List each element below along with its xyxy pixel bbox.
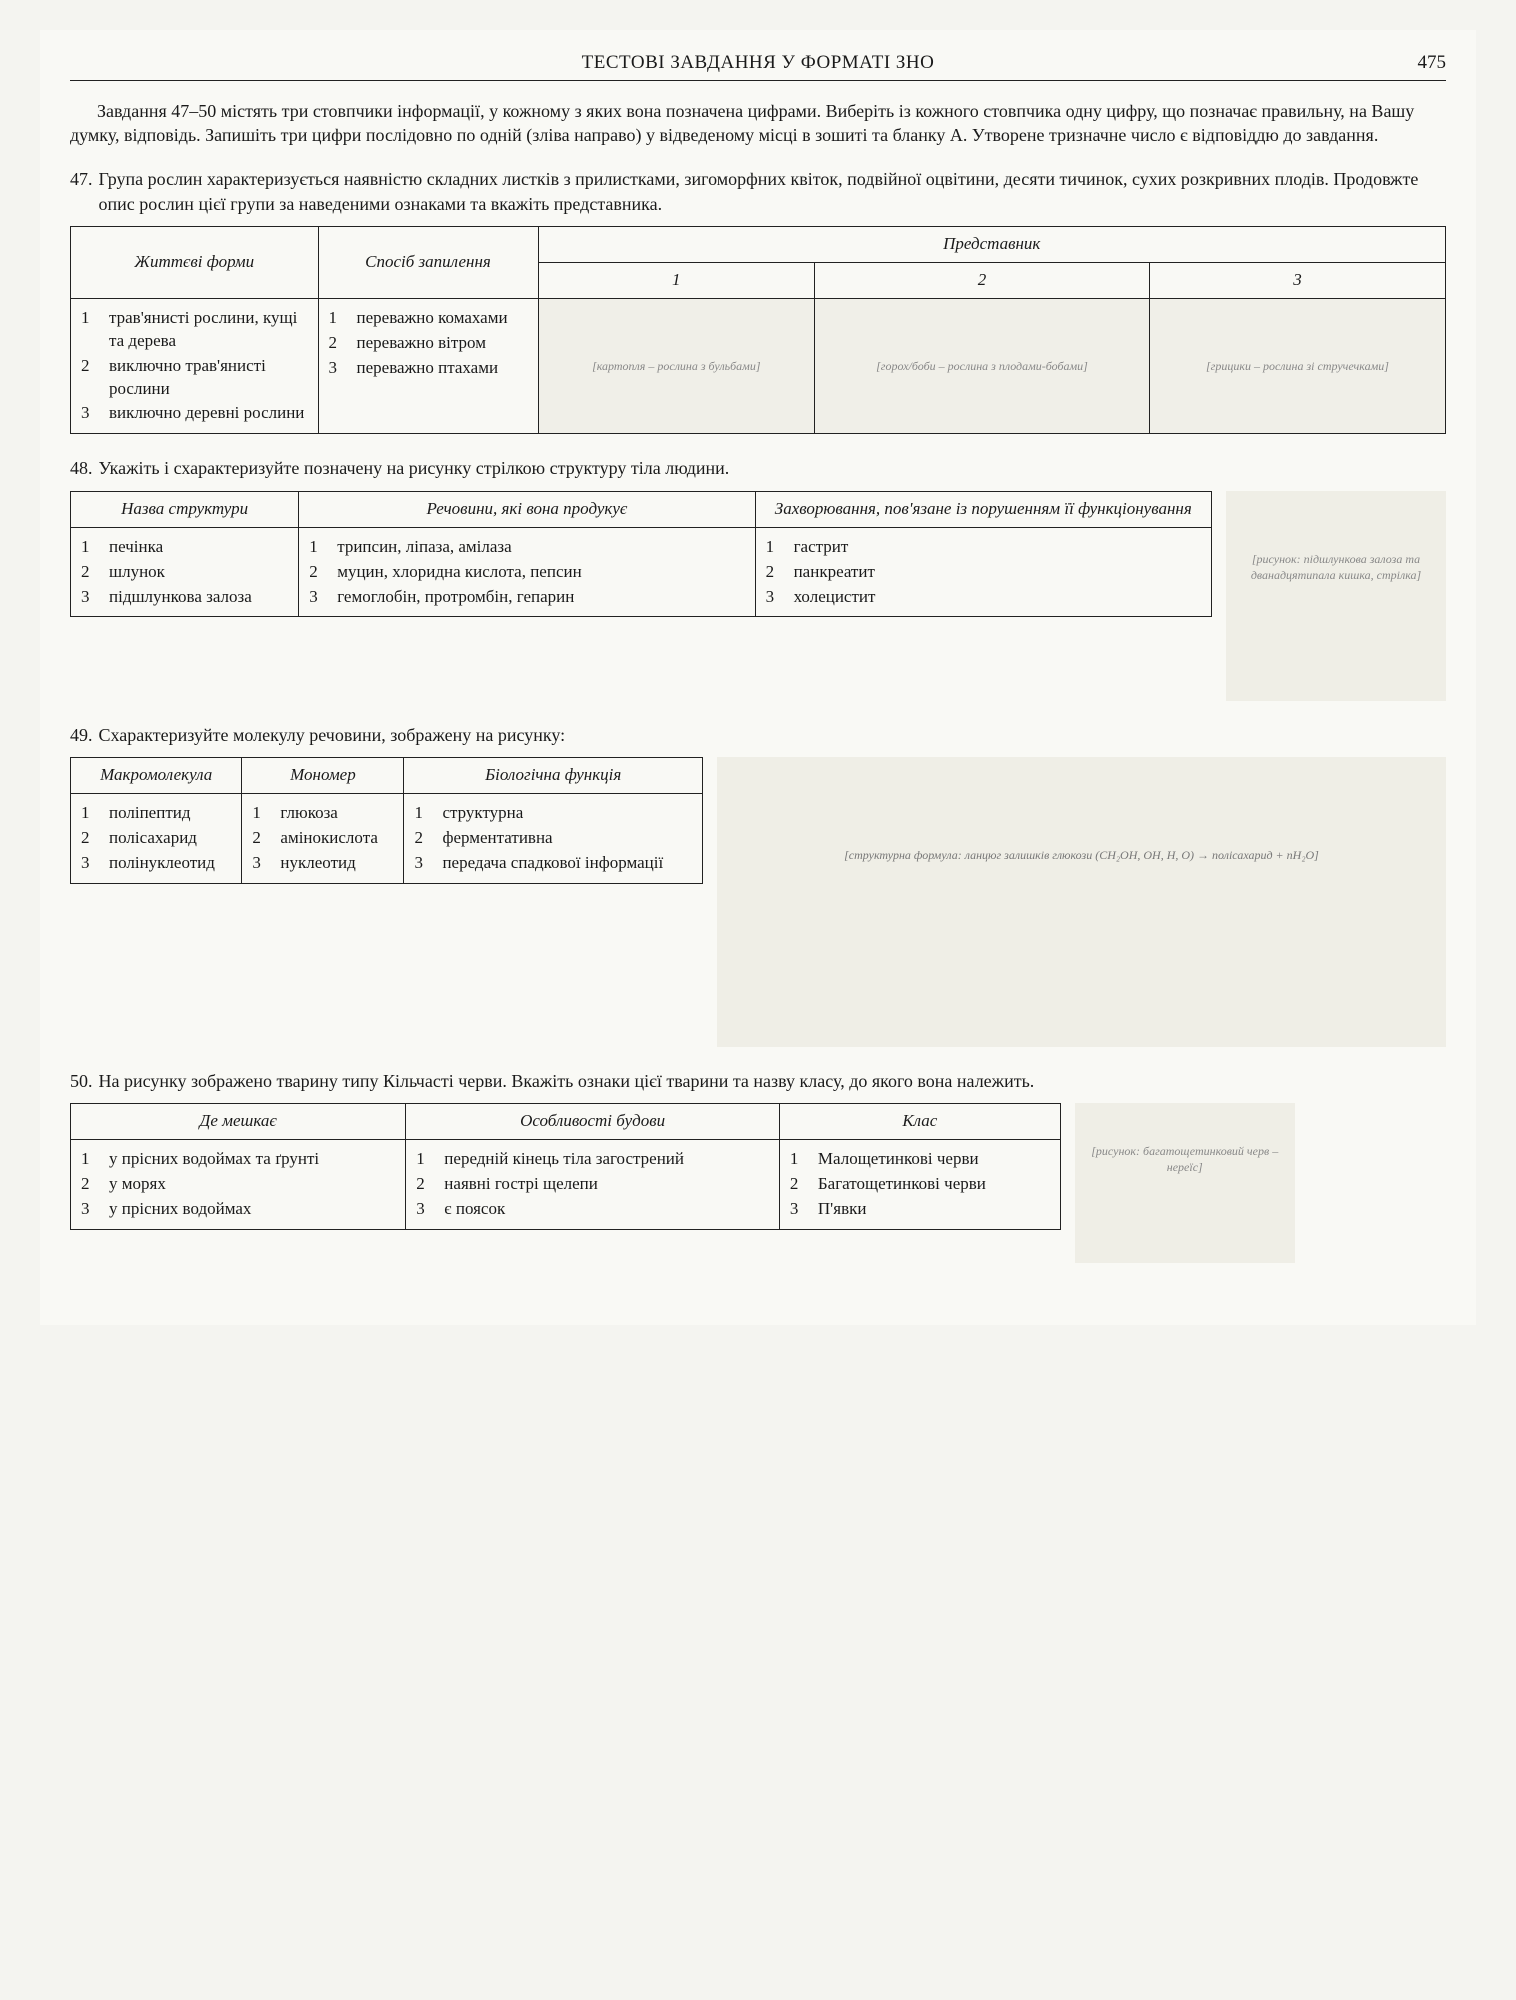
t48-c1-1: печінка — [109, 536, 163, 559]
t47-col3-header: Представник — [538, 226, 1446, 262]
t49-c1-1: поліпептид — [109, 802, 191, 825]
t50-c2-1: передній кінець тіла загострений — [444, 1148, 684, 1171]
t50-c3-1: Малощетинкові черви — [818, 1148, 979, 1171]
t48-col1-header: Назва структури — [71, 491, 299, 527]
t47-img-1: [картопля – рослина з бульбами] — [538, 298, 815, 434]
t47-col1-options: 1трав'янисті рослини, кущі та дерева 2ви… — [71, 298, 319, 434]
task-49-body: Схарактеризуйте молекулу речовини, зобра… — [99, 723, 1447, 747]
t48-c2-1: трипсин, ліпаза, амілаза — [337, 536, 512, 559]
plant-image-1: [картопля – рослина з бульбами] — [584, 328, 768, 404]
t48-c3-2: панкреатит — [794, 561, 875, 584]
t48-col2-header: Речовини, які вона продукує — [299, 491, 755, 527]
t48-anatomy-image: [рисунок: підшлункова залоза та дванадця… — [1226, 491, 1446, 701]
t50-worm-image: [рисунок: багатощетинковий черв – нереїс… — [1075, 1103, 1295, 1263]
t47-c2-3: переважно птахами — [357, 357, 499, 380]
t47-c1-1: трав'янисті рослини, кущі та дерева — [109, 307, 308, 353]
task-47-table: Життєві форми Спосіб запилення Представн… — [70, 226, 1446, 435]
t50-col2-options: 1передній кінець тіла загострений 2наявн… — [406, 1140, 780, 1230]
t48-c1-3: підшлункова залоза — [109, 586, 252, 609]
t48-c2-3: гемоглобін, протромбін, гепарин — [337, 586, 574, 609]
t47-c1-2: виключно трав'янисті рослини — [109, 355, 308, 401]
t47-col2-header: Спосіб запилення — [318, 226, 538, 298]
t50-c3-2: Багатощетинкові черви — [818, 1173, 986, 1196]
page-number: 475 — [1386, 50, 1446, 76]
task-48-number: 48. — [70, 456, 93, 480]
t47-img-2: [горох/боби – рослина з плодами-бобами] — [815, 298, 1150, 434]
task-49-prompt: 49. Схарактеризуйте молекулу речовини, з… — [70, 723, 1446, 747]
task-49-table: Макромолекула Мономер Біологічна функція… — [70, 757, 703, 884]
t49-col1-options: 1поліпептид 2полісахарид 3полінуклеотид — [71, 793, 242, 883]
t49-c3-2: ферментативна — [442, 827, 552, 850]
t49-c1-3: полінуклеотид — [109, 852, 215, 875]
t50-col3-header: Клас — [779, 1104, 1060, 1140]
t47-rep-3: 3 — [1149, 262, 1445, 298]
plant-image-3: [грицики – рослина зі стручечками] — [1198, 328, 1397, 404]
t48-c1-2: шлунок — [109, 561, 165, 584]
t49-col3-options: 1структурна 2ферментативна 3передача спа… — [404, 793, 703, 883]
t48-col2-options: 1трипсин, ліпаза, амілаза 2муцин, хлорид… — [299, 527, 755, 617]
t49-c1-2: полісахарид — [109, 827, 197, 850]
t49-molecule-diagram: [структурна формула: ланцюг залишків глю… — [717, 757, 1446, 1047]
t50-col3-options: 1Малощетинкові черви 2Багатощетинкові че… — [779, 1140, 1060, 1230]
t49-c2-1: глюкоза — [280, 802, 337, 825]
task-48: 48. Укажіть і схарактеризуйте позначену … — [70, 456, 1446, 700]
task-49: 49. Схарактеризуйте молекулу речовини, з… — [70, 723, 1446, 1047]
t47-c2-1: переважно комахами — [357, 307, 508, 330]
t49-col2-options: 1глюкоза 2амінокислота 3нуклеотид — [242, 793, 404, 883]
task-48-prompt: 48. Укажіть і схарактеризуйте позначену … — [70, 456, 1446, 480]
intro-text: Завдання 47–50 містять три стовпчики інф… — [70, 99, 1446, 148]
task-50-number: 50. — [70, 1069, 93, 1093]
t50-c1-1: у прісних водоймах та ґрунті — [109, 1148, 319, 1171]
t49-c3-1: структурна — [442, 802, 523, 825]
t47-rep-2: 2 — [815, 262, 1150, 298]
task-47-prompt: 47. Група рослин характеризується наявні… — [70, 167, 1446, 216]
task-49-number: 49. — [70, 723, 93, 747]
t50-col1-options: 1у прісних водоймах та ґрунті 2у морях 3… — [71, 1140, 406, 1230]
task-47-number: 47. — [70, 167, 93, 216]
task-48-table: Назва структури Речовини, які вона проду… — [70, 491, 1212, 618]
t48-c3-1: гастрит — [794, 536, 849, 559]
page-header: ТЕСТОВІ ЗАВДАННЯ У ФОРМАТІ ЗНО 475 — [70, 50, 1446, 81]
t47-col1-header: Життєві форми — [71, 226, 319, 298]
t49-col1-header: Макромолекула — [71, 757, 242, 793]
t48-col3-header: Захворювання, пов'язане із порушенням її… — [755, 491, 1211, 527]
task-47-body: Група рослин характеризується наявністю … — [99, 167, 1447, 216]
t49-c3-3: передача спадкової інформації — [442, 852, 663, 875]
t47-c2-2: переважно вітром — [357, 332, 486, 355]
task-48-body: Укажіть і схарактеризуйте позначену на р… — [99, 456, 1447, 480]
t49-c2-2: амінокислота — [280, 827, 377, 850]
t50-c3-3: П'явки — [818, 1198, 867, 1221]
t49-col3-header: Біологічна функція — [404, 757, 703, 793]
task-50-body: На рисунку зображено тварину типу Кільча… — [99, 1069, 1447, 1093]
page: ТЕСТОВІ ЗАВДАННЯ У ФОРМАТІ ЗНО 475 Завда… — [40, 30, 1476, 1325]
t50-c1-2: у морях — [109, 1173, 166, 1196]
plant-image-2: [горох/боби – рослина з плодами-бобами] — [868, 328, 1096, 404]
t49-col2-header: Мономер — [242, 757, 404, 793]
t48-c3-3: холецистит — [794, 586, 876, 609]
t47-c1-3: виключно деревні рослини — [109, 402, 304, 425]
t48-col1-options: 1печінка 2шлунок 3підшлункова залоза — [71, 527, 299, 617]
t50-c2-3: є поясок — [444, 1198, 505, 1221]
task-50: 50. На рисунку зображено тварину типу Кі… — [70, 1069, 1446, 1263]
task-50-prompt: 50. На рисунку зображено тварину типу Кі… — [70, 1069, 1446, 1093]
task-50-table: Де мешкає Особливості будови Клас 1у прі… — [70, 1103, 1061, 1230]
t47-img-3: [грицики – рослина зі стручечками] — [1149, 298, 1445, 434]
t50-c1-3: у прісних водоймах — [109, 1198, 251, 1221]
t50-col2-header: Особливості будови — [406, 1104, 780, 1140]
t50-col1-header: Де мешкає — [71, 1104, 406, 1140]
t47-rep-1: 1 — [538, 262, 815, 298]
t47-col2-options: 1переважно комахами 2переважно вітром 3п… — [318, 298, 538, 434]
t49-c2-3: нуклеотид — [280, 852, 355, 875]
t48-col3-options: 1гастрит 2панкреатит 3холецистит — [755, 527, 1211, 617]
t50-c2-2: наявні гострі щелепи — [444, 1173, 598, 1196]
task-47: 47. Група рослин характеризується наявні… — [70, 167, 1446, 434]
header-title: ТЕСТОВІ ЗАВДАННЯ У ФОРМАТІ ЗНО — [130, 50, 1386, 76]
t48-c2-2: муцин, хлоридна кислота, пепсин — [337, 561, 582, 584]
